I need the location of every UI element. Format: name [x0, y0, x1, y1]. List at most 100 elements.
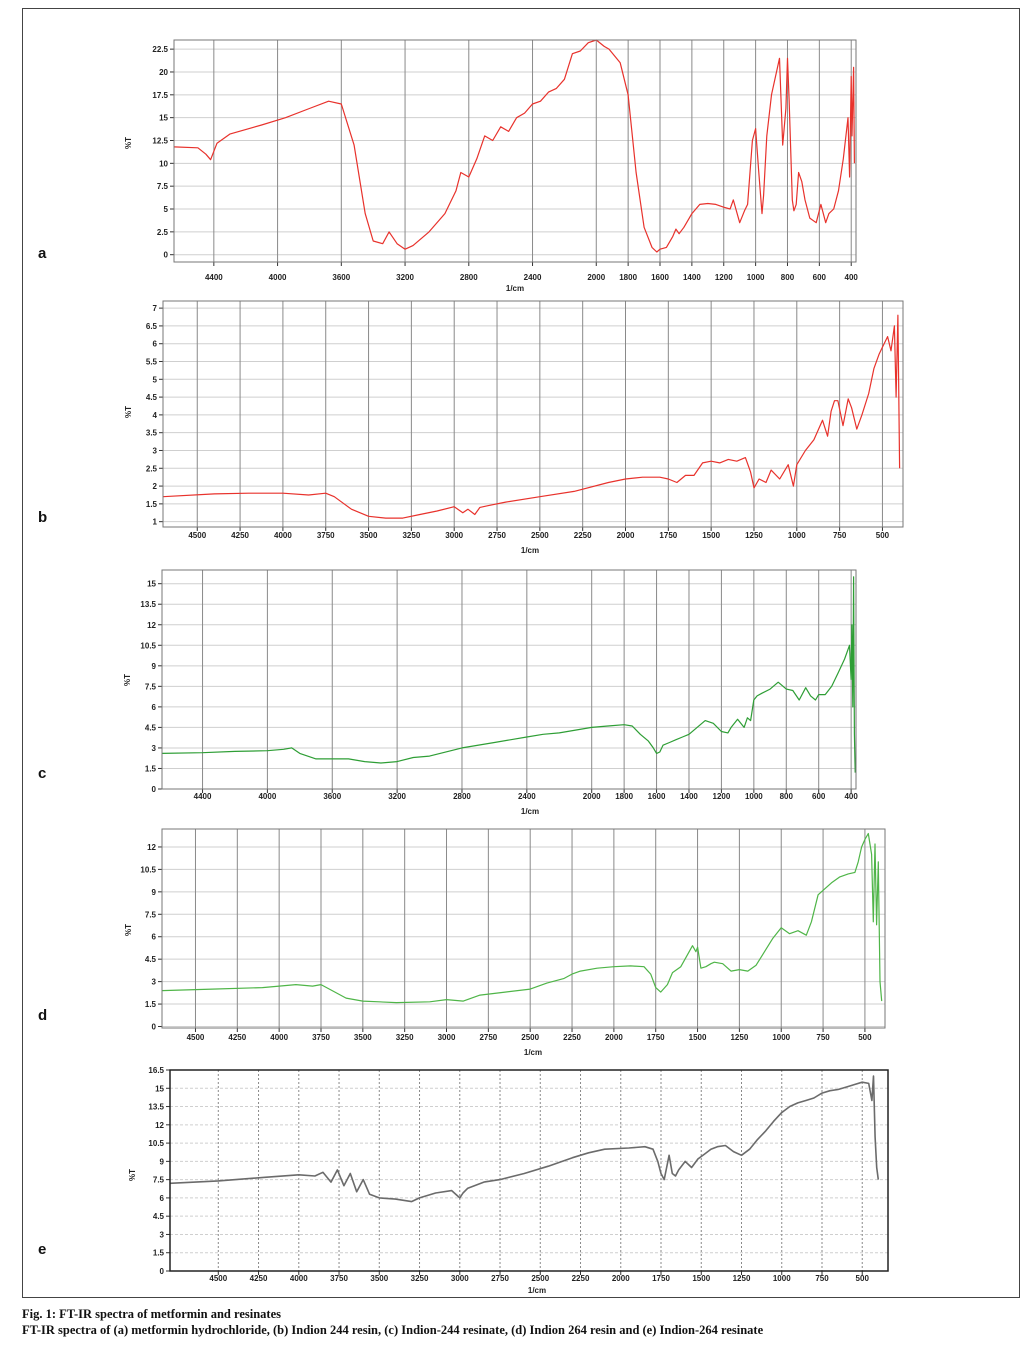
- y-tick-label-c: 7.5: [145, 682, 157, 691]
- x-axis-label-d: 1/cm: [524, 1048, 542, 1057]
- y-tick-label-e: 16.5: [148, 1066, 164, 1075]
- y-tick-label-a: 2.5: [157, 228, 169, 237]
- spectrum-line-e: [169, 1075, 880, 1203]
- x-tick-label-c: 800: [780, 792, 794, 801]
- y-tick-label-b: 6.5: [146, 322, 158, 331]
- x-tick-label-a: 1200: [715, 273, 733, 282]
- y-tick-label-e: 10.5: [148, 1139, 164, 1148]
- y-tick-label-d: 1.5: [145, 1000, 157, 1009]
- x-tick-label-c: 1600: [648, 792, 666, 801]
- x-tick-label-e: 4500: [209, 1274, 227, 1283]
- x-tick-label-e: 3000: [451, 1274, 469, 1283]
- y-tick-label-e: 6: [160, 1194, 165, 1203]
- plot-area-e: [170, 1070, 888, 1271]
- x-tick-label-e: 4250: [250, 1274, 268, 1283]
- spectrum-line-a: [173, 39, 856, 253]
- x-tick-label-b: 2750: [488, 531, 506, 540]
- x-axis-label-c: 1/cm: [521, 807, 539, 816]
- y-tick-label-a: 17.5: [152, 91, 168, 100]
- y-tick-label-c: 1.5: [145, 764, 157, 773]
- x-tick-label-a: 1800: [619, 273, 637, 282]
- y-tick-label-d: 0: [152, 1023, 157, 1032]
- x-tick-label-c: 3600: [323, 792, 341, 801]
- x-tick-label-a: 1600: [651, 273, 669, 282]
- x-tick-label-c: 3200: [388, 792, 406, 801]
- x-tick-label-b: 2000: [617, 531, 635, 540]
- x-tick-label-d: 2250: [563, 1033, 581, 1042]
- x-tick-label-a: 4400: [205, 273, 223, 282]
- x-tick-label-a: 600: [813, 273, 827, 282]
- y-tick-label-b: 3: [153, 446, 158, 455]
- x-tick-label-c: 1400: [680, 792, 698, 801]
- x-tick-label-c: 1200: [713, 792, 731, 801]
- y-tick-label-b: 2.5: [146, 464, 158, 473]
- y-tick-label-d: 3: [152, 978, 157, 987]
- y-tick-label-a: 20: [159, 68, 168, 77]
- y-tick-label-b: 6: [153, 340, 158, 349]
- y-tick-label-a: 15: [159, 114, 168, 123]
- y-tick-label-e: 12: [155, 1121, 164, 1130]
- spectrum-panel-d: 0 1.5 3 4.5 6 7.5 9 10.5 12 4500 4250 4000 3750 3500 3…: [38, 828, 886, 1057]
- x-tick-label-b: 1500: [702, 531, 720, 540]
- y-tick-label-b: 1: [153, 518, 158, 527]
- x-tick-label-c: 1800: [615, 792, 633, 801]
- y-tick-label-e: 4.5: [153, 1212, 165, 1221]
- x-tick-label-d: 3250: [396, 1033, 414, 1042]
- x-tick-label-a: 1400: [683, 273, 701, 282]
- y-tick-label-c: 4.5: [145, 723, 157, 732]
- x-tick-label-c: 2800: [453, 792, 471, 801]
- spectrum-line-d: [161, 832, 883, 1004]
- x-tick-label-d: 3500: [354, 1033, 372, 1042]
- panel-label-b: b: [38, 509, 47, 526]
- x-tick-label-d: 4000: [270, 1033, 288, 1042]
- x-tick-label-b: 3000: [445, 531, 463, 540]
- panel-label-c: c: [38, 765, 46, 782]
- y-axis-label-a: %T: [124, 137, 133, 149]
- x-tick-label-e: 3500: [370, 1274, 388, 1283]
- y-tick-label-e: 1.5: [153, 1249, 165, 1258]
- x-tick-label-e: 3750: [330, 1274, 348, 1283]
- plot-frame-a: [173, 39, 857, 263]
- x-tick-label-b: 4500: [188, 531, 206, 540]
- x-tick-label-e: 1750: [652, 1274, 670, 1283]
- panel-label-a: a: [38, 245, 47, 262]
- x-tick-label-a: 400: [845, 273, 859, 282]
- x-tick-label-a: 3600: [332, 273, 350, 282]
- x-tick-label-d: 1750: [647, 1033, 665, 1042]
- x-tick-label-a: 3200: [396, 273, 414, 282]
- y-tick-label-c: 9: [152, 662, 157, 671]
- x-tick-label-b: 4000: [274, 531, 292, 540]
- x-tick-label-c: 600: [812, 792, 826, 801]
- y-tick-label-e: 9: [160, 1157, 165, 1166]
- y-tick-label-a: 22.5: [152, 45, 168, 54]
- plot-frame-d: [161, 828, 886, 1029]
- x-tick-label-e: 2750: [491, 1274, 509, 1283]
- x-tick-label-d: 2750: [479, 1033, 497, 1042]
- y-axis-label-c: %T: [123, 674, 132, 686]
- y-tick-label-a: 12.5: [152, 136, 168, 145]
- x-tick-label-a: 1000: [747, 273, 765, 282]
- y-axis-label-d: %T: [124, 924, 133, 936]
- spectrum-line-b: [162, 314, 901, 519]
- y-tick-label-a: 5: [164, 205, 169, 214]
- y-tick-label-c: 13.5: [140, 600, 156, 609]
- x-tick-label-d: 3750: [312, 1033, 330, 1042]
- y-tick-label-e: 13.5: [148, 1103, 164, 1112]
- y-tick-label-a: 7.5: [157, 182, 169, 191]
- spectrum-line-c: [161, 576, 856, 773]
- plot-area-d: [162, 829, 885, 1028]
- x-tick-label-d: 2000: [605, 1033, 623, 1042]
- y-tick-label-c: 10.5: [140, 641, 156, 650]
- y-tick-label-d: 12: [147, 843, 156, 852]
- y-tick-label-d: 6: [152, 933, 157, 942]
- x-tick-label-e: 750: [815, 1274, 829, 1283]
- x-tick-label-d: 4500: [187, 1033, 205, 1042]
- x-tick-label-d: 1000: [772, 1033, 790, 1042]
- x-tick-label-e: 2250: [572, 1274, 590, 1283]
- caption-title: Fig. 1: FT-IR spectra of metformin and r…: [22, 1307, 281, 1321]
- y-tick-label-d: 7.5: [145, 910, 157, 919]
- x-tick-label-d: 1250: [730, 1033, 748, 1042]
- x-tick-label-e: 2000: [612, 1274, 630, 1283]
- plot-area-b: [163, 301, 903, 527]
